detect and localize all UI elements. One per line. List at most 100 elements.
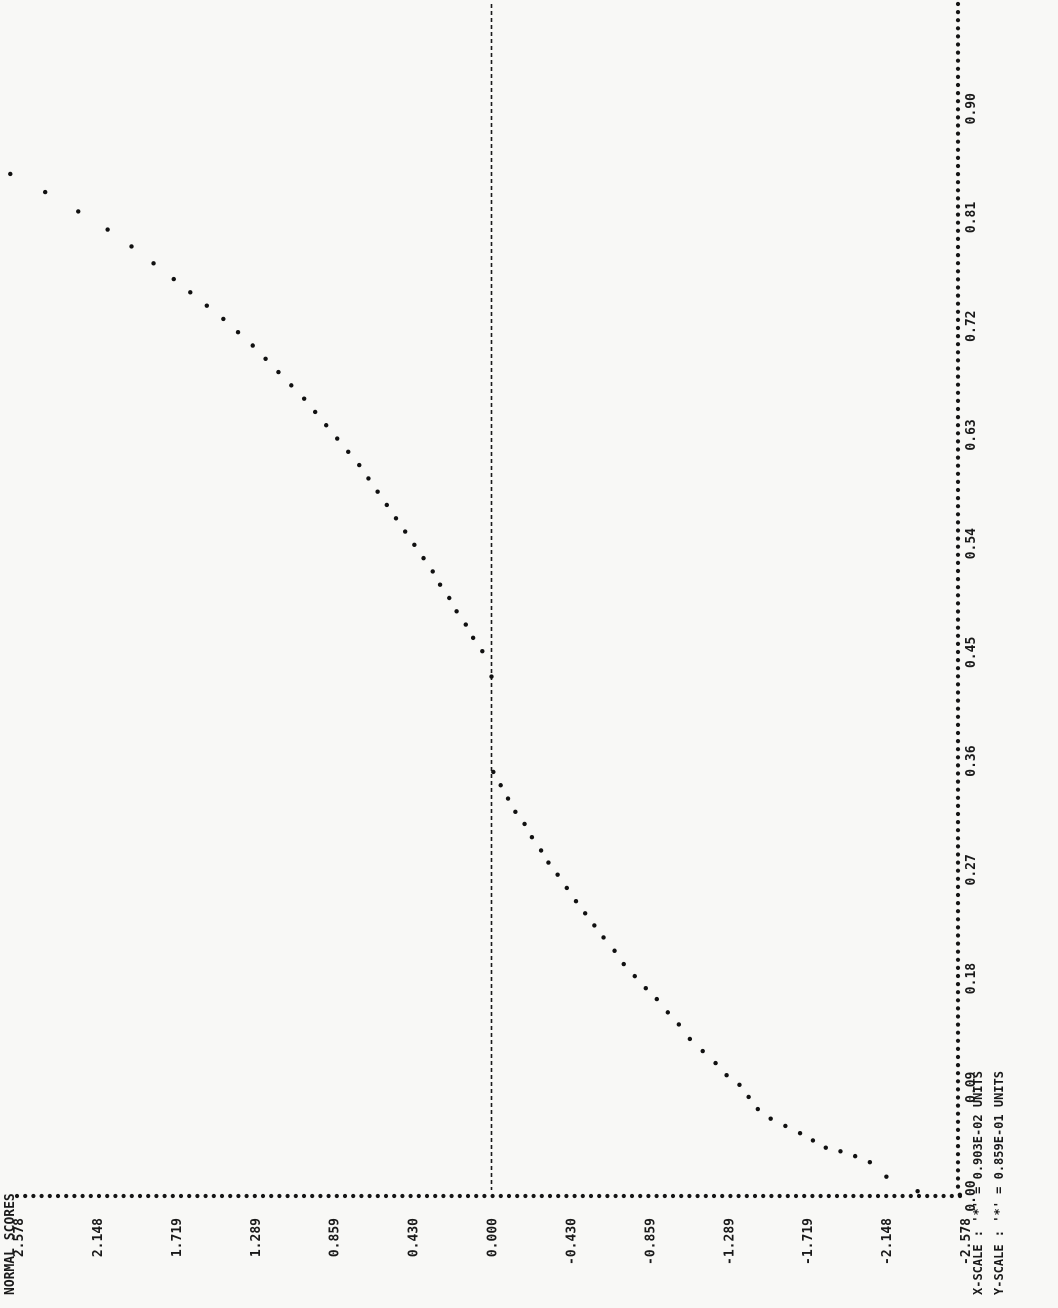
x-axis-dot <box>802 1193 807 1199</box>
data-point <box>700 1048 705 1054</box>
y-axis-dot <box>955 722 961 728</box>
data-point <box>915 1188 920 1194</box>
y-axis-dot <box>955 139 961 144</box>
y-axis-dot <box>955 1022 961 1027</box>
y-tick-label: 2.578 <box>12 1218 27 1257</box>
y-axis-dot <box>955 998 961 1003</box>
y-axis-dot <box>955 107 961 112</box>
x-axis-dot <box>728 1193 733 1199</box>
y-axis-dot <box>955 1127 961 1132</box>
x-axis-dot <box>392 1193 397 1199</box>
y-axis-dot <box>955 382 961 387</box>
data-point <box>522 821 527 827</box>
y-axis-dot <box>955 26 961 31</box>
x-axis-dot <box>884 1193 889 1199</box>
y-axis-dot <box>955 528 961 533</box>
data-point <box>643 986 648 991</box>
y-axis-dot <box>955 714 961 719</box>
x-axis-dot <box>785 1193 790 1199</box>
x-tick-label: 0.72 <box>964 311 979 342</box>
axes-layer <box>14 1 963 1199</box>
y-axis-dot <box>955 253 961 258</box>
y-axis-dot <box>955 617 961 622</box>
data-point <box>612 948 617 953</box>
data-point <box>573 899 579 904</box>
y-axis-dot <box>955 58 961 63</box>
data-point <box>357 462 362 468</box>
y-axis-dot <box>955 965 961 971</box>
x-axis-dot <box>736 1193 741 1199</box>
x-axis-dot <box>687 1193 692 1199</box>
x-axis-dot <box>826 1193 831 1199</box>
y-axis-dot <box>955 1111 961 1116</box>
x-tick-label: 0.00 <box>964 1180 979 1211</box>
x-axis-dot <box>367 1193 372 1199</box>
x-axis-dot <box>113 1193 118 1199</box>
y-axis-dot <box>955 261 961 266</box>
x-axis-dot <box>14 1193 20 1199</box>
x-axis-dot <box>269 1193 274 1199</box>
y-axis-dot <box>955 269 961 274</box>
x-axis-dot <box>769 1193 774 1199</box>
y-axis-dot <box>955 787 961 792</box>
x-axis-dot <box>195 1193 200 1199</box>
x-axis-dot <box>859 1193 864 1199</box>
y-axis-dot <box>955 803 961 809</box>
x-tick-label: 0.09 <box>964 1072 979 1103</box>
data-point <box>724 1072 729 1078</box>
data-point <box>687 1036 693 1042</box>
y-axis-dot <box>955 973 961 979</box>
y-tick-label: 2.148 <box>91 1218 106 1257</box>
x-axis-dot <box>219 1193 225 1199</box>
chart-title: NORMAL SCORES <box>3 1193 18 1295</box>
y-axis-dot <box>955 1103 961 1108</box>
data-point <box>171 276 176 282</box>
y-axis-dot <box>955 374 961 379</box>
data-point <box>783 1123 788 1129</box>
data-point <box>105 227 110 232</box>
y-axis-dot <box>955 447 961 452</box>
x-tick-label: 0.45 <box>964 637 979 668</box>
x-axis-dot <box>203 1193 208 1199</box>
x-axis-dot <box>187 1193 192 1199</box>
x-axis-dot <box>588 1193 594 1199</box>
y-axis-dot <box>955 1144 961 1149</box>
x-axis-dot <box>318 1193 323 1199</box>
data-point <box>746 1094 751 1100</box>
data-point <box>76 209 81 214</box>
data-point <box>402 529 408 534</box>
y-axis-dot <box>955 406 961 412</box>
y-axis-dot <box>955 358 961 363</box>
y-axis-dot <box>955 1087 961 1092</box>
x-axis-dot <box>646 1193 651 1199</box>
x-axis-dot <box>96 1193 102 1199</box>
y-axis-dot <box>955 990 961 995</box>
y-axis-dot <box>955 884 961 890</box>
y-axis-dot <box>955 479 961 484</box>
data-point <box>235 330 241 335</box>
y-axis-dot <box>955 852 961 857</box>
y-axis-dot <box>955 18 961 23</box>
x-axis-dot <box>523 1193 528 1199</box>
y-axis-dot <box>955 755 961 760</box>
x-axis-dot <box>761 1193 766 1199</box>
y-axis-dot <box>955 1168 961 1173</box>
y-axis-dot <box>955 1006 961 1011</box>
y-axis-dot <box>955 50 961 55</box>
y-axis-dot <box>955 625 961 630</box>
y-axis-dot <box>955 131 961 136</box>
data-point <box>852 1153 858 1159</box>
data-point <box>621 961 626 967</box>
x-axis-dot <box>539 1193 544 1199</box>
y-axis-dot <box>955 909 961 914</box>
y-axis-dot <box>955 779 961 784</box>
y-axis-dot <box>955 42 961 47</box>
x-axis-dot <box>810 1193 815 1199</box>
data-point <box>538 848 544 853</box>
x-tick-label: 0.63 <box>964 419 979 450</box>
scale-notes-layer: X-SCALE : '*' = 0.903E-02 UNITS Y-SCALE :… <box>971 1071 1006 1295</box>
x-axis-dot <box>498 1193 503 1199</box>
y-axis-dot <box>955 123 961 128</box>
y-axis-dot <box>955 739 961 744</box>
y-tick-label: -1.719 <box>801 1218 816 1265</box>
